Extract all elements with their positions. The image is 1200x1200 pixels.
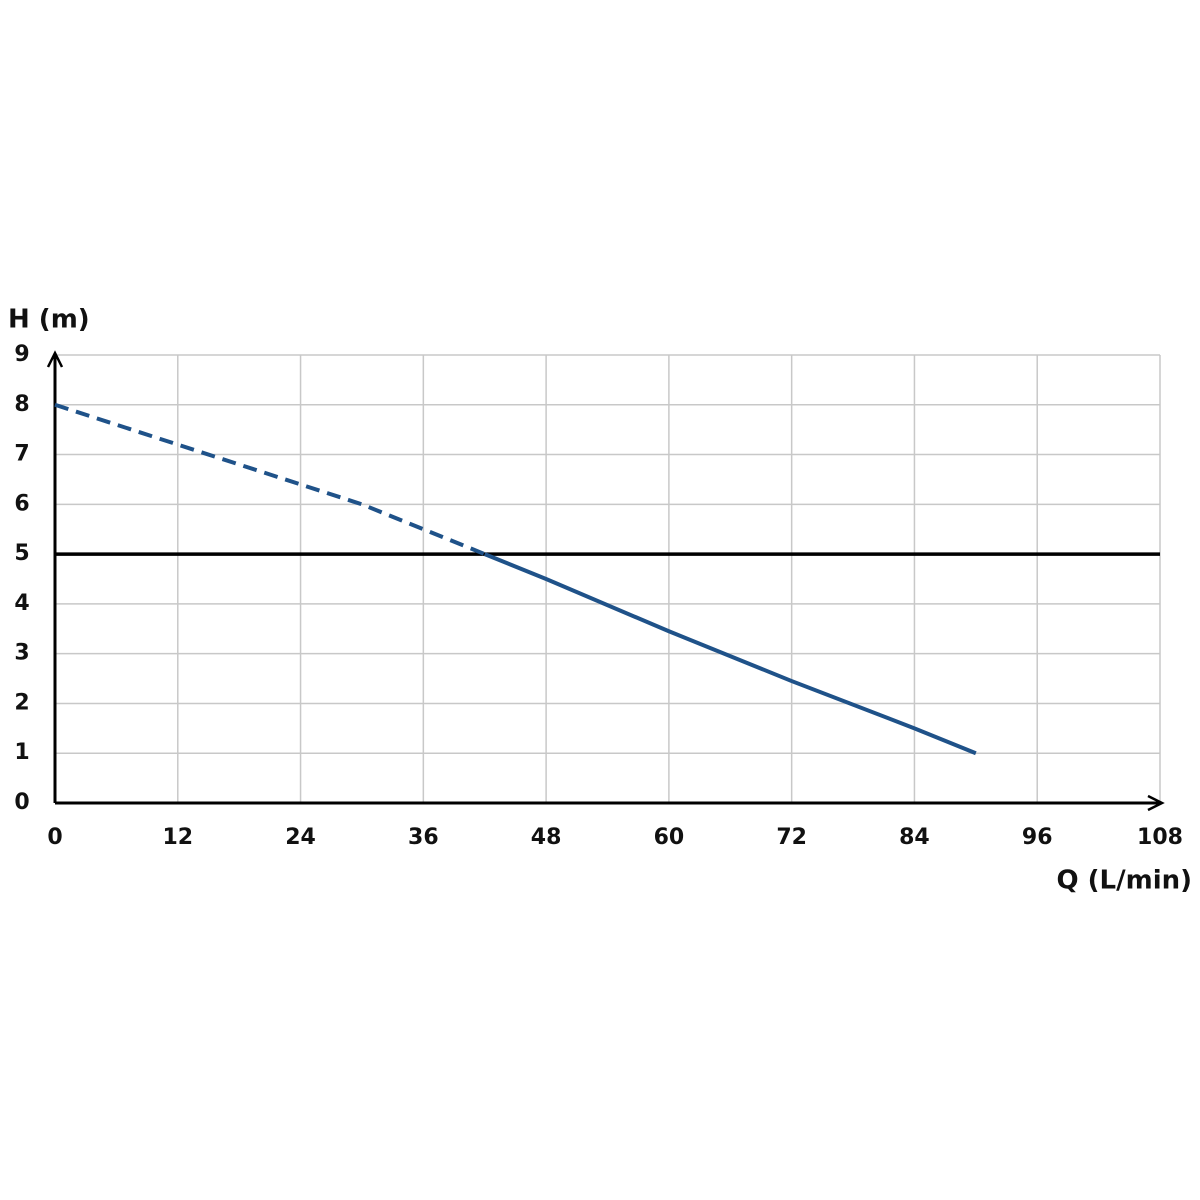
- x-tick-label: 24: [285, 825, 316, 850]
- x-tick-label: 60: [654, 825, 685, 850]
- x-axis-label: Q (L/min): [1057, 866, 1193, 896]
- y-tick-label: 6: [14, 491, 29, 516]
- y-tick-label: 9: [14, 342, 29, 367]
- x-tick-label: 84: [899, 825, 930, 850]
- x-tick-label: 0: [47, 825, 62, 850]
- x-tick-label: 96: [1022, 825, 1053, 850]
- y-tick-label: 4: [14, 591, 29, 616]
- x-tick-label: 12: [162, 825, 193, 850]
- curve: [54, 402, 486, 556]
- x-tick-label: 36: [408, 825, 439, 850]
- y-axis-arrow: [46, 350, 64, 368]
- y-tick-label: 7: [14, 442, 29, 467]
- x-tick-label: 72: [776, 825, 807, 850]
- curve: [483, 552, 977, 756]
- y-tick-label: 1: [14, 740, 29, 765]
- x-tick-label: 108: [1137, 825, 1183, 850]
- y-axis-label: H (m): [8, 305, 90, 335]
- y-tick-label: 5: [14, 541, 29, 566]
- y-tick-label: 8: [14, 392, 29, 417]
- x-axis-arrow: [1147, 794, 1165, 812]
- y-tick-label: 2: [14, 690, 29, 715]
- y-tick-label: 0: [14, 790, 29, 815]
- y-tick-label: 3: [14, 641, 29, 666]
- x-tick-label: 48: [531, 825, 562, 850]
